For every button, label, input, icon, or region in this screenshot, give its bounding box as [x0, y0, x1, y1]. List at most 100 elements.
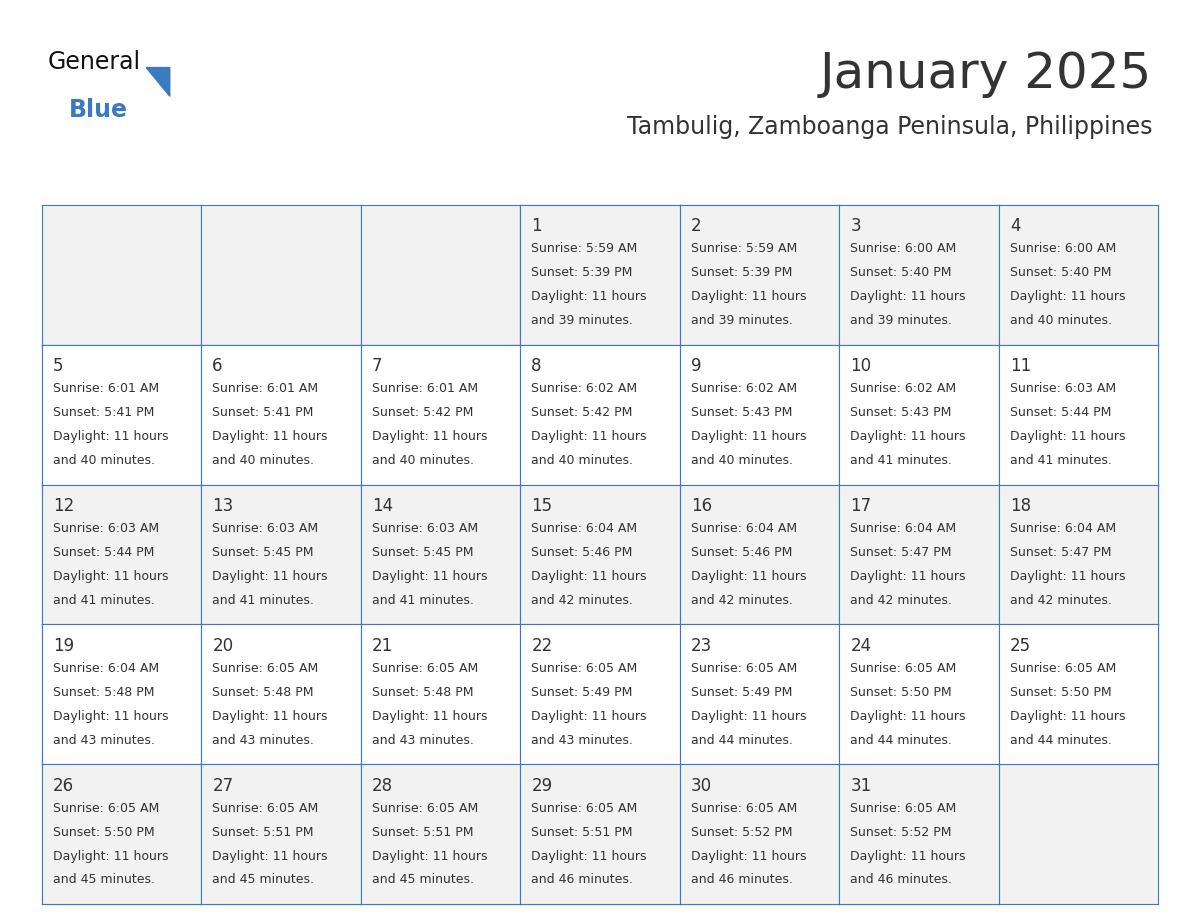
- Text: Sunrise: 5:59 AM: Sunrise: 5:59 AM: [531, 242, 638, 255]
- Text: and 41 minutes.: and 41 minutes.: [1010, 453, 1112, 466]
- Text: Sunset: 5:48 PM: Sunset: 5:48 PM: [372, 686, 473, 699]
- Text: 26: 26: [52, 777, 74, 795]
- Text: Daylight: 11 hours: Daylight: 11 hours: [851, 430, 966, 443]
- Text: Sunset: 5:52 PM: Sunset: 5:52 PM: [851, 826, 952, 839]
- Text: Daylight: 11 hours: Daylight: 11 hours: [372, 710, 487, 722]
- Text: and 45 minutes.: and 45 minutes.: [52, 873, 154, 887]
- Text: Daylight: 11 hours: Daylight: 11 hours: [52, 430, 169, 443]
- Text: and 45 minutes.: and 45 minutes.: [372, 873, 474, 887]
- Text: 16: 16: [691, 498, 712, 515]
- Text: Sunset: 5:45 PM: Sunset: 5:45 PM: [372, 546, 473, 559]
- Text: Sunset: 5:50 PM: Sunset: 5:50 PM: [851, 686, 952, 699]
- Text: Sunset: 5:47 PM: Sunset: 5:47 PM: [1010, 546, 1112, 559]
- Text: Sunset: 5:44 PM: Sunset: 5:44 PM: [52, 546, 154, 559]
- Text: Daylight: 11 hours: Daylight: 11 hours: [691, 710, 807, 722]
- Text: 31: 31: [851, 777, 872, 795]
- Text: Daylight: 11 hours: Daylight: 11 hours: [1010, 710, 1125, 722]
- Text: Sunset: 5:50 PM: Sunset: 5:50 PM: [1010, 686, 1112, 699]
- Text: Daylight: 11 hours: Daylight: 11 hours: [851, 850, 966, 863]
- Text: and 41 minutes.: and 41 minutes.: [851, 453, 953, 466]
- Text: Monday: Monday: [210, 169, 290, 187]
- Text: Sunset: 5:39 PM: Sunset: 5:39 PM: [531, 266, 633, 279]
- Text: Sunset: 5:45 PM: Sunset: 5:45 PM: [213, 546, 314, 559]
- Text: and 43 minutes.: and 43 minutes.: [213, 733, 314, 746]
- Text: and 39 minutes.: and 39 minutes.: [531, 314, 633, 327]
- Text: Sunrise: 6:05 AM: Sunrise: 6:05 AM: [213, 802, 318, 815]
- Text: Daylight: 11 hours: Daylight: 11 hours: [213, 430, 328, 443]
- Text: Daylight: 11 hours: Daylight: 11 hours: [52, 710, 169, 722]
- Text: and 43 minutes.: and 43 minutes.: [531, 733, 633, 746]
- Text: Daylight: 11 hours: Daylight: 11 hours: [213, 570, 328, 583]
- Text: Wednesday: Wednesday: [530, 169, 645, 187]
- Text: 28: 28: [372, 777, 393, 795]
- Text: Sunrise: 6:02 AM: Sunrise: 6:02 AM: [851, 383, 956, 396]
- Text: Daylight: 11 hours: Daylight: 11 hours: [691, 570, 807, 583]
- Text: Sunset: 5:49 PM: Sunset: 5:49 PM: [531, 686, 633, 699]
- Text: Daylight: 11 hours: Daylight: 11 hours: [851, 710, 966, 722]
- Text: 2: 2: [691, 218, 701, 235]
- Text: Daylight: 11 hours: Daylight: 11 hours: [851, 570, 966, 583]
- Text: 18: 18: [1010, 498, 1031, 515]
- Text: Daylight: 11 hours: Daylight: 11 hours: [372, 430, 487, 443]
- Text: Sunrise: 6:04 AM: Sunrise: 6:04 AM: [1010, 522, 1116, 535]
- Text: Sunset: 5:51 PM: Sunset: 5:51 PM: [372, 826, 473, 839]
- Text: Sunrise: 6:02 AM: Sunrise: 6:02 AM: [691, 383, 797, 396]
- Text: Sunrise: 6:03 AM: Sunrise: 6:03 AM: [1010, 383, 1116, 396]
- Text: Sunrise: 6:05 AM: Sunrise: 6:05 AM: [851, 802, 956, 815]
- Text: Sunset: 5:43 PM: Sunset: 5:43 PM: [851, 406, 952, 420]
- Text: Daylight: 11 hours: Daylight: 11 hours: [372, 570, 487, 583]
- Text: Daylight: 11 hours: Daylight: 11 hours: [1010, 430, 1125, 443]
- Text: and 43 minutes.: and 43 minutes.: [372, 733, 474, 746]
- Text: and 40 minutes.: and 40 minutes.: [1010, 314, 1112, 327]
- Text: Sunrise: 6:03 AM: Sunrise: 6:03 AM: [213, 522, 318, 535]
- Text: Daylight: 11 hours: Daylight: 11 hours: [213, 710, 328, 722]
- Text: Sunset: 5:51 PM: Sunset: 5:51 PM: [213, 826, 314, 839]
- Text: Daylight: 11 hours: Daylight: 11 hours: [691, 430, 807, 443]
- Text: and 39 minutes.: and 39 minutes.: [691, 314, 792, 327]
- Text: Sunset: 5:52 PM: Sunset: 5:52 PM: [691, 826, 792, 839]
- Text: Sunrise: 6:05 AM: Sunrise: 6:05 AM: [531, 662, 638, 676]
- Text: Sunrise: 6:05 AM: Sunrise: 6:05 AM: [372, 802, 478, 815]
- Text: Tuesday: Tuesday: [371, 169, 453, 187]
- Text: Sunset: 5:41 PM: Sunset: 5:41 PM: [52, 406, 154, 420]
- Text: and 44 minutes.: and 44 minutes.: [1010, 733, 1112, 746]
- Text: and 39 minutes.: and 39 minutes.: [851, 314, 953, 327]
- Text: Sunset: 5:44 PM: Sunset: 5:44 PM: [1010, 406, 1111, 420]
- Text: Sunrise: 6:00 AM: Sunrise: 6:00 AM: [1010, 242, 1117, 255]
- Text: Sunrise: 6:05 AM: Sunrise: 6:05 AM: [372, 662, 478, 676]
- Text: and 41 minutes.: and 41 minutes.: [52, 594, 154, 607]
- Text: and 44 minutes.: and 44 minutes.: [851, 733, 953, 746]
- Text: Sunset: 5:48 PM: Sunset: 5:48 PM: [52, 686, 154, 699]
- Text: Daylight: 11 hours: Daylight: 11 hours: [851, 290, 966, 303]
- Text: Sunrise: 5:59 AM: Sunrise: 5:59 AM: [691, 242, 797, 255]
- Text: 24: 24: [851, 637, 872, 655]
- Text: and 40 minutes.: and 40 minutes.: [691, 453, 792, 466]
- Text: 12: 12: [52, 498, 74, 515]
- Text: 19: 19: [52, 637, 74, 655]
- Text: Thursday: Thursday: [689, 169, 783, 187]
- Text: 30: 30: [691, 777, 712, 795]
- Text: Daylight: 11 hours: Daylight: 11 hours: [1010, 570, 1125, 583]
- Text: Daylight: 11 hours: Daylight: 11 hours: [372, 850, 487, 863]
- Text: Sunrise: 6:04 AM: Sunrise: 6:04 AM: [531, 522, 638, 535]
- Text: 4: 4: [1010, 218, 1020, 235]
- Text: Sunset: 5:46 PM: Sunset: 5:46 PM: [691, 546, 792, 559]
- Text: and 41 minutes.: and 41 minutes.: [213, 594, 314, 607]
- Text: Sunset: 5:50 PM: Sunset: 5:50 PM: [52, 826, 154, 839]
- Text: Saturday: Saturday: [1009, 169, 1100, 187]
- Text: 10: 10: [851, 357, 872, 375]
- Text: Sunrise: 6:05 AM: Sunrise: 6:05 AM: [52, 802, 159, 815]
- Text: Sunrise: 6:05 AM: Sunrise: 6:05 AM: [1010, 662, 1117, 676]
- Text: 23: 23: [691, 637, 712, 655]
- Text: and 40 minutes.: and 40 minutes.: [531, 453, 633, 466]
- Text: 9: 9: [691, 357, 701, 375]
- Text: Sunrise: 6:01 AM: Sunrise: 6:01 AM: [213, 383, 318, 396]
- Text: 17: 17: [851, 498, 872, 515]
- Text: Sunset: 5:49 PM: Sunset: 5:49 PM: [691, 686, 792, 699]
- Text: January 2025: January 2025: [820, 50, 1152, 98]
- Text: 25: 25: [1010, 637, 1031, 655]
- Text: and 42 minutes.: and 42 minutes.: [691, 594, 792, 607]
- Text: Daylight: 11 hours: Daylight: 11 hours: [531, 850, 646, 863]
- Text: Sunrise: 6:05 AM: Sunrise: 6:05 AM: [691, 662, 797, 676]
- Text: Sunset: 5:40 PM: Sunset: 5:40 PM: [1010, 266, 1112, 279]
